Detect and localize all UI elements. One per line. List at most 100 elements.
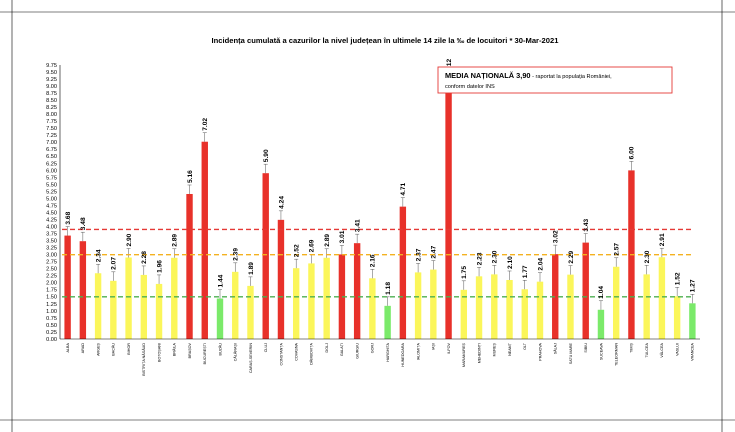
bar — [186, 193, 193, 339]
bar — [521, 289, 528, 339]
value-labels: 3.68 3.48 2.34 2.07 2.90 2.28 1.96 2.89 5.16 7.02… — [65, 59, 697, 299]
bar — [430, 269, 437, 339]
data-label: 2.23 — [476, 252, 483, 265]
bar — [399, 206, 407, 339]
y-tick-label: 5.50 — [46, 182, 57, 188]
y-tick-label: 0.50 — [46, 323, 57, 329]
bar — [125, 257, 132, 339]
bar — [64, 235, 71, 339]
y-tick-label: 7.25 — [46, 133, 57, 139]
bar — [643, 274, 650, 339]
x-tick-label: VÂLCEA — [659, 342, 664, 357]
y-tick-label: 5.75 — [46, 175, 57, 181]
y-tick-label: 7.00 — [46, 140, 57, 146]
x-tick-label: SĂLAJ — [554, 343, 558, 354]
x-tick-label: VRANCEA — [691, 342, 695, 360]
data-label: 2.04 — [537, 258, 544, 271]
bar — [369, 278, 376, 339]
data-label: 2.34 — [95, 249, 102, 262]
x-tick-label: BRĂILA — [173, 342, 177, 356]
x-tick-label: HARGHITA — [386, 342, 390, 361]
y-tick-label: 1.50 — [46, 295, 57, 301]
data-label: 1.75 — [461, 266, 468, 279]
y-tick-label: 8.25 — [46, 105, 57, 111]
data-label: 2.89 — [172, 234, 179, 247]
data-label: 2.47 — [431, 245, 438, 258]
data-label: 2.30 — [644, 250, 651, 263]
x-tick-label: BRAȘOV — [188, 342, 192, 358]
bar — [201, 141, 208, 339]
data-label: 3.48 — [80, 217, 87, 230]
data-label: 3.68 — [65, 211, 72, 224]
bar — [140, 274, 148, 339]
x-tick-label: MUREȘ — [493, 342, 497, 356]
bar — [353, 243, 361, 339]
y-tick-label: 3.50 — [46, 239, 57, 245]
data-label: 2.39 — [233, 248, 240, 261]
data-label: 9.12 — [446, 59, 453, 72]
bar — [597, 309, 605, 339]
data-label: 2.16 — [370, 254, 377, 267]
bar — [262, 173, 269, 339]
x-tick-label: GORJ — [371, 343, 375, 353]
y-tick-label: 9.50 — [46, 70, 57, 76]
x-tick-label: BUCUREȘTI — [203, 343, 207, 364]
y-tick-label: 2.50 — [46, 267, 57, 273]
bar — [567, 274, 574, 339]
data-label: 1.27 — [690, 279, 697, 292]
y-tick-label: 6.25 — [46, 161, 57, 167]
bar — [277, 219, 285, 339]
x-tick-label: CARAȘ-SEVERIN — [249, 343, 253, 373]
bar — [384, 305, 391, 339]
x-tick-label: COVASNA — [294, 342, 298, 360]
x-tick-label: IALOMIȚA — [416, 342, 420, 360]
x-tick-label: MARAMUREȘ — [462, 342, 466, 367]
bar — [445, 82, 452, 339]
y-tick-label: 8.50 — [46, 98, 57, 104]
x-tick-label: ALBA — [66, 342, 70, 352]
bar — [552, 254, 559, 339]
y-tick-label: 2.00 — [46, 281, 57, 287]
bar — [232, 271, 239, 339]
y-axis: 0.000.250.500.751.001.251.501.752.002.25… — [46, 63, 61, 343]
annotation-line2: conform datelor INS — [445, 84, 495, 90]
y-tick-label: 1.00 — [46, 309, 57, 315]
x-tick-label: NEAMȚ — [508, 342, 512, 356]
data-label: 2.89 — [324, 234, 331, 247]
x-tick-label: BACĂU — [112, 343, 116, 356]
bar — [308, 263, 315, 339]
y-tick-label: 4.00 — [46, 224, 57, 230]
x-tick-label: TULCEA — [645, 342, 649, 357]
y-tick-label: 4.50 — [46, 210, 57, 216]
y-tick-label: 4.25 — [46, 217, 57, 223]
x-tick-label: SATU MARE — [569, 342, 573, 364]
data-label: 2.28 — [141, 251, 148, 264]
y-tick-label: 3.75 — [46, 232, 57, 238]
data-label: 2.52 — [293, 244, 300, 257]
data-label: 2.90 — [126, 233, 133, 246]
x-tick-label: HUNEDOARA — [401, 342, 405, 366]
y-tick-label: 2.25 — [46, 274, 57, 280]
data-label: 5.90 — [263, 149, 270, 162]
x-labels: ALBA ARAD ARGEȘ BACĂU BIHOR BISTRIȚA NĂSĂUD BO… — [66, 342, 695, 376]
data-label: 1.89 — [248, 262, 255, 275]
data-label: 4.71 — [400, 182, 407, 195]
x-tick-label: SIBIU — [584, 343, 588, 353]
x-tick-label: OLT — [523, 342, 527, 350]
bar — [689, 303, 696, 339]
chart-title: Incidența cumulată a cazurilor la nivel … — [212, 36, 560, 45]
x-tick-label: MEHEDINȚI — [477, 343, 481, 363]
x-tick-label: BISTRIȚA NĂSĂUD — [142, 343, 146, 376]
y-tick-label: 1.25 — [46, 302, 57, 308]
x-tick-label: GALAȚI — [340, 343, 344, 356]
x-tick-label: ILFOV — [447, 342, 451, 353]
data-label: 1.04 — [598, 286, 605, 299]
threshold-lines — [62, 228, 694, 298]
y-tick-label: 0.00 — [46, 337, 57, 343]
bar — [658, 257, 666, 339]
data-label: 2.69 — [309, 239, 316, 252]
bar — [536, 281, 544, 339]
data-label: 2.57 — [613, 243, 620, 256]
x-tick-label: PRAHOVA — [538, 342, 542, 360]
x-tick-label: IAȘI — [432, 343, 436, 350]
